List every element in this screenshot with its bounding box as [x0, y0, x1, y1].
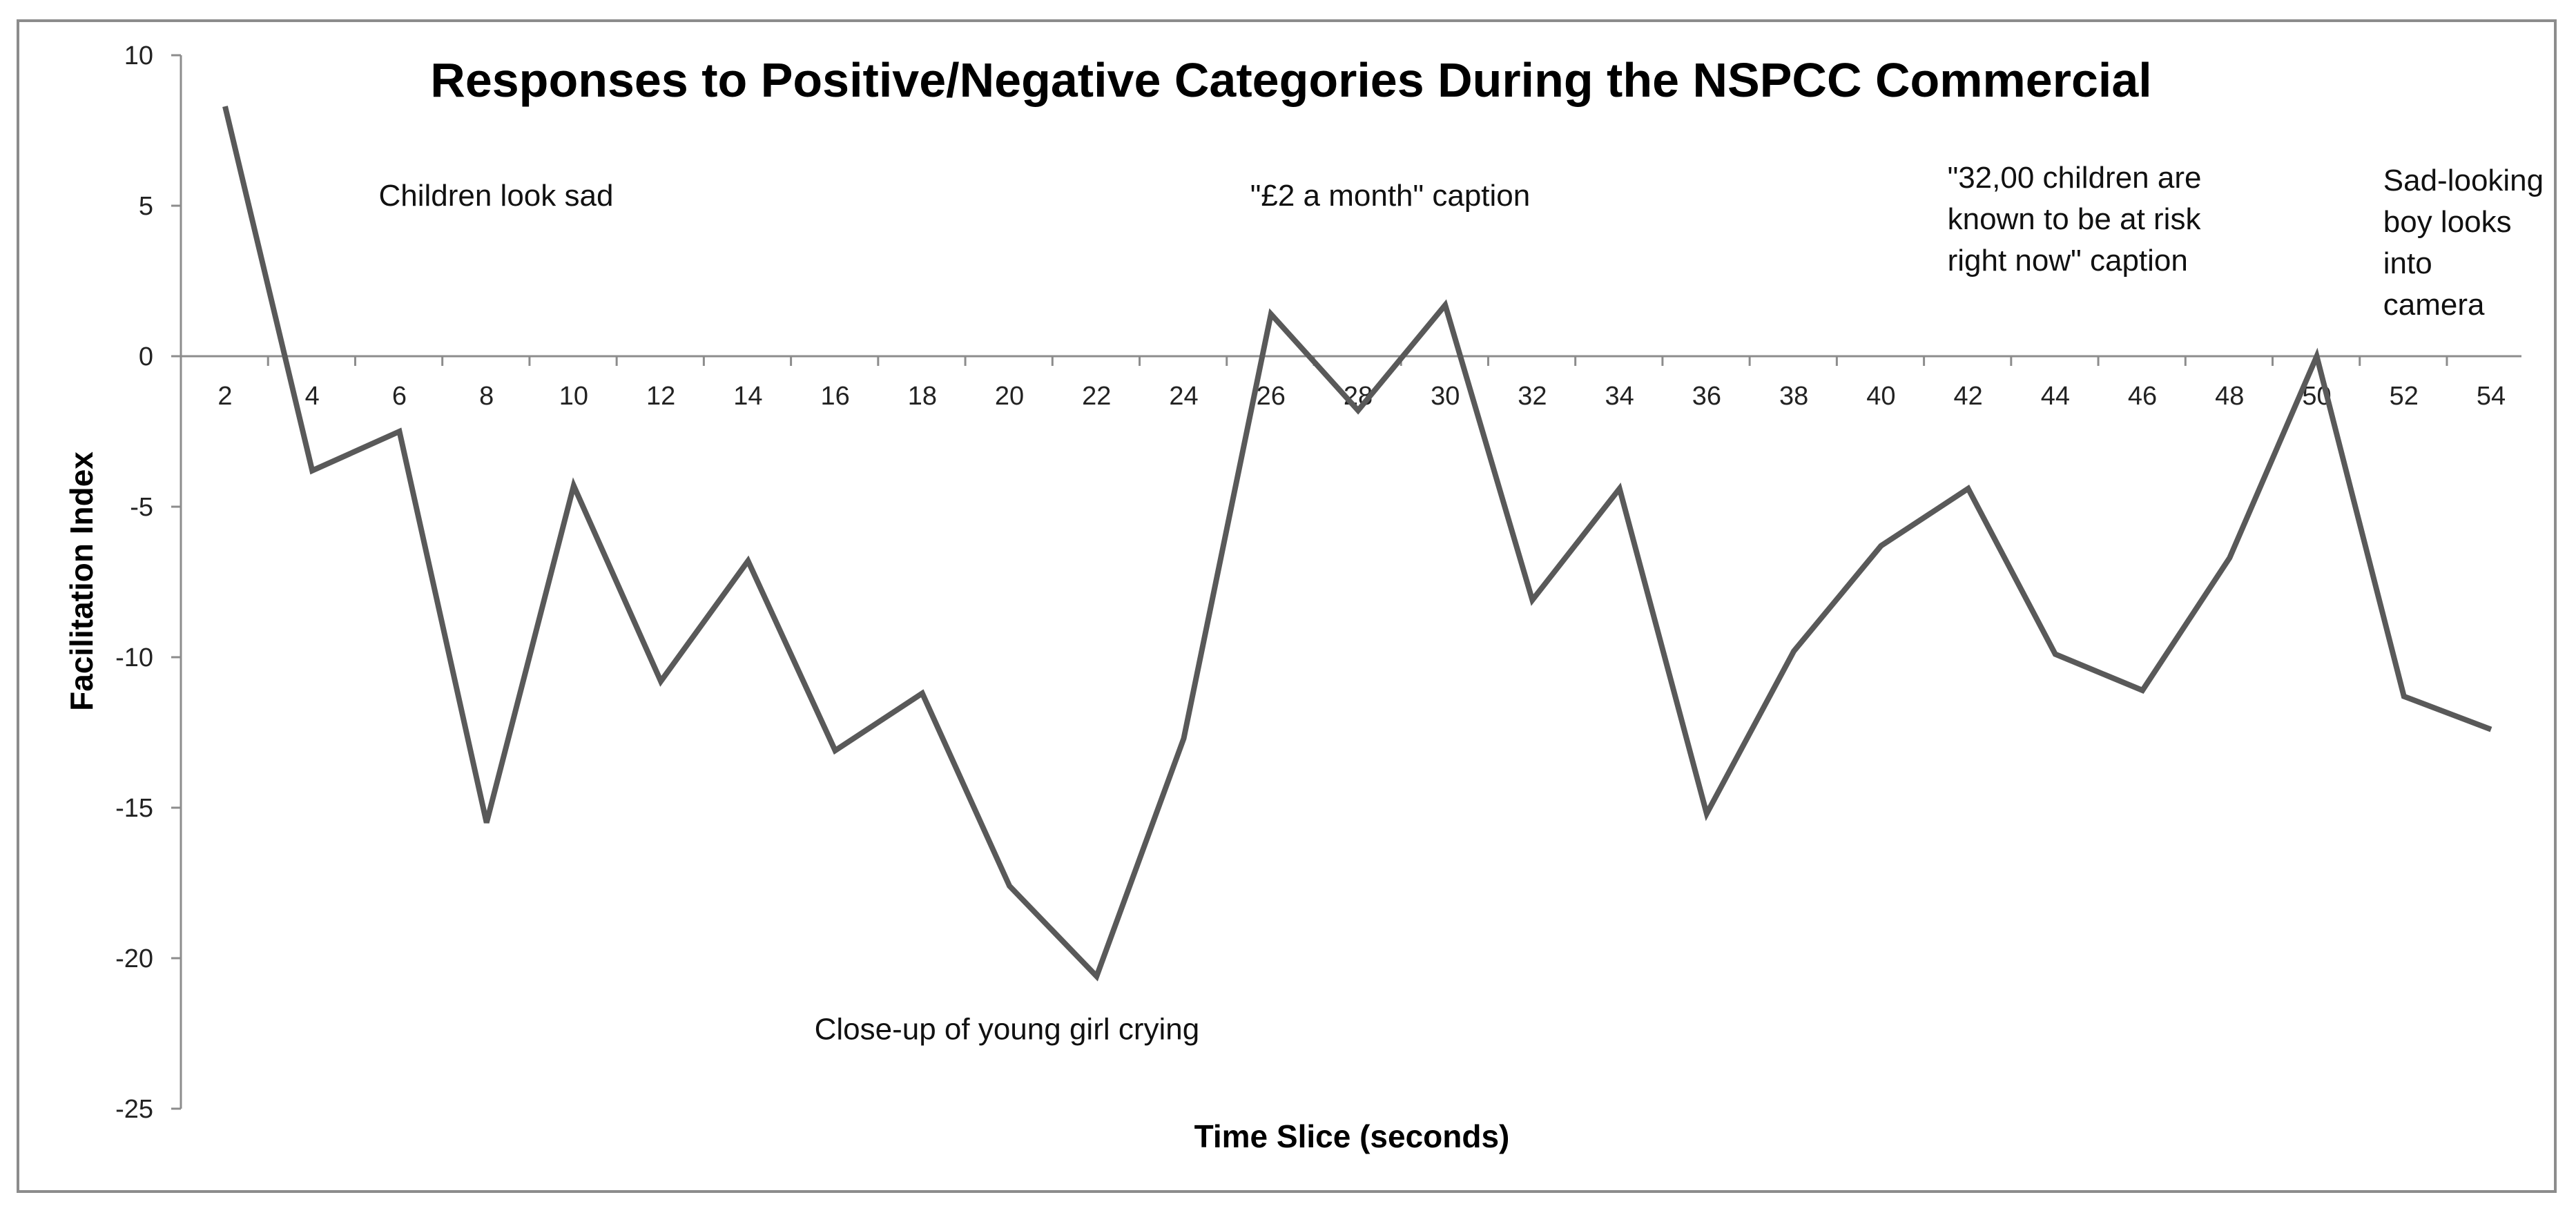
annotation-line: Children look sad	[378, 179, 613, 213]
x-tick-label: 26	[1257, 382, 1286, 411]
x-tick-label: 46	[2128, 382, 2157, 411]
y-tick-label: 5	[139, 192, 153, 221]
x-tick-label: 32	[1518, 382, 1547, 411]
x-tick-label: 14	[733, 382, 762, 411]
y-tick-label: 10	[124, 41, 153, 70]
x-tick-label: 40	[1866, 382, 1895, 411]
x-tick-label: 24	[1169, 382, 1198, 411]
x-tick-label: 2	[217, 382, 232, 411]
y-tick-label: 0	[139, 342, 153, 371]
x-tick-label: 54	[2477, 382, 2506, 411]
x-tick-label: 16	[820, 382, 849, 411]
x-axis-title: Time Slice (seconds)	[1194, 1118, 1510, 1154]
annotation-text: Close-up of young girl crying	[815, 1013, 1200, 1047]
x-tick-label: 38	[1779, 382, 1808, 411]
x-tick-label: 6	[392, 382, 407, 411]
annotation-line: right now" caption	[1948, 244, 2188, 278]
annotation-text: Sad-looking boy looks into camera	[2383, 164, 2544, 322]
x-tick-label: 22	[1082, 382, 1111, 411]
x-tick-label: 12	[646, 382, 675, 411]
series-group	[222, 106, 2492, 982]
x-tick-label: 34	[1605, 382, 1634, 411]
y-tick-label: -10	[115, 643, 153, 672]
x-tick-label: 42	[1953, 382, 1982, 411]
annotation-line: "£2 a month" caption	[1250, 179, 1531, 213]
y-tick-label: -15	[115, 794, 153, 823]
x-tick-label: 20	[995, 382, 1024, 411]
x-tick-label: 44	[2041, 382, 2070, 411]
annotation-line: boy looks	[2383, 205, 2512, 239]
x-tick-label: 10	[559, 382, 588, 411]
x-tick-label: 4	[305, 382, 320, 411]
annotation-text: Children look sad	[378, 179, 613, 213]
annotation-line: known to be at risk	[1948, 202, 2202, 236]
x-tick-label: 48	[2215, 382, 2244, 411]
series-line	[222, 106, 2492, 982]
x-tick-label: 36	[1692, 382, 1721, 411]
y-tick-label: -25	[115, 1095, 153, 1124]
annotation-line: camera	[2383, 288, 2485, 322]
annotation-line: into	[2383, 246, 2432, 280]
annotation-line: Close-up of young girl crying	[815, 1013, 1200, 1047]
x-tick-label: 30	[1431, 382, 1460, 411]
x-tick-label: 18	[908, 382, 937, 411]
y-axis: 10 5 0 -5 -10 -15 -20 -25	[115, 41, 182, 1124]
x-tick-label: 8	[479, 382, 494, 411]
y-tick-label: -5	[130, 493, 153, 522]
annotation-text: "32,00 children are known to be at risk ri…	[1948, 161, 2202, 278]
y-tick-label: -20	[115, 944, 153, 973]
x-tick-label: 52	[2390, 382, 2419, 411]
chart-title: Responses to Positive/Negative Categorie…	[430, 53, 2151, 107]
annotation-text: "£2 a month" caption	[1250, 179, 1531, 213]
y-axis-title: Facilitation Index	[64, 451, 99, 711]
x-axis: 2 4 6 8 10 12 14 16 18 20 22 24 26 28 30 32 34 36 38 40 42 44…	[180, 355, 2521, 411]
annotations: Children look sad "£2 a month" caption "32…	[378, 161, 2544, 1047]
annotation-line: "32,00 children are	[1948, 161, 2202, 195]
annotation-line: Sad-looking	[2383, 164, 2544, 197]
